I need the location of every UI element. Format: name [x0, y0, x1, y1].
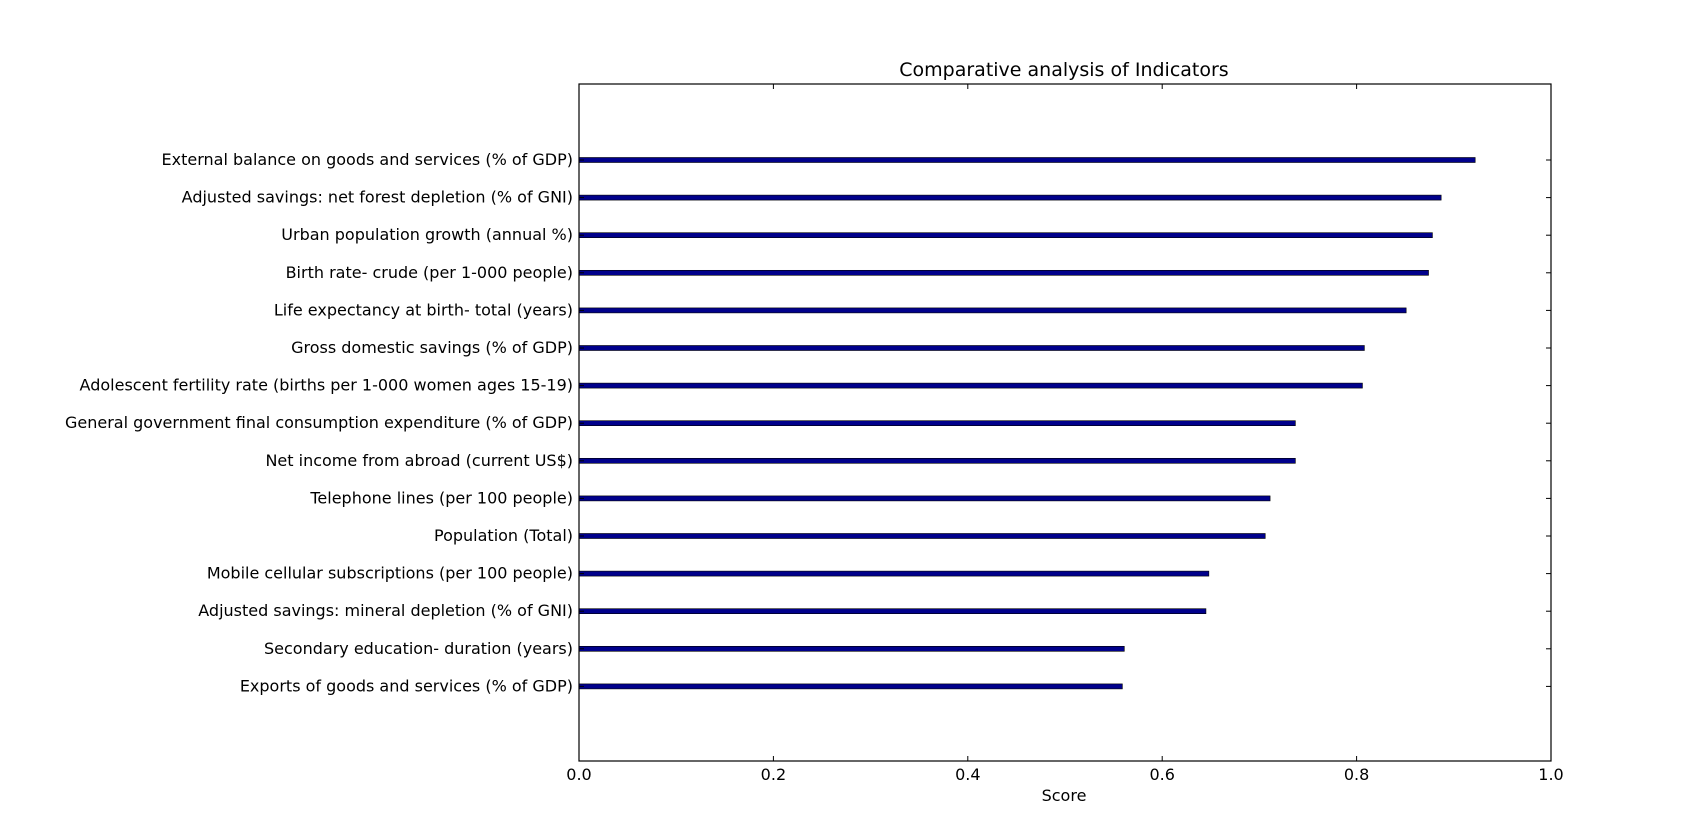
- y-tick-label: Mobile cellular subscriptions (per 100 p…: [207, 564, 573, 583]
- x-tick-label: 0.4: [955, 765, 980, 784]
- y-tick-label: Secondary education- duration (years): [264, 639, 573, 658]
- bar-6: [578, 345, 1365, 351]
- x-tick-label: 0.0: [566, 765, 591, 784]
- bar-10: [578, 495, 1271, 502]
- x-tick-label: 0.2: [761, 765, 786, 784]
- y-tick-label: Population (Total): [434, 526, 573, 545]
- y-tick-label: Urban population growth (annual %): [281, 225, 573, 244]
- bars-group: [578, 157, 1476, 690]
- chart-title: Comparative analysis of Indicators: [899, 59, 1228, 81]
- bar-5: [578, 307, 1407, 314]
- bar-8: [578, 420, 1296, 427]
- y-axis: External balance on goods and services (…: [65, 150, 1551, 695]
- y-tick-label: Life expectancy at birth- total (years): [274, 300, 573, 319]
- bar-7: [578, 382, 1363, 389]
- y-tick-label: Adjusted savings: mineral depletion (% o…: [198, 601, 573, 620]
- y-tick-label: External balance on goods and services (…: [162, 150, 573, 169]
- plot-frame: [578, 83, 1552, 762]
- y-tick-label: Telephone lines (per 100 people): [309, 488, 573, 507]
- bar-9: [578, 457, 1296, 464]
- bar-4: [578, 269, 1429, 276]
- y-tick-label: General government final consumption exp…: [65, 413, 573, 432]
- bar-12: [578, 570, 1210, 577]
- y-tick-label: Exports of goods and services (% of GDP): [240, 676, 573, 695]
- x-axis-label: Score: [1042, 786, 1087, 805]
- y-tick-label: Net income from abroad (current US$): [265, 451, 573, 470]
- x-tick-label: 0.8: [1344, 765, 1369, 784]
- y-tick-label: Gross domestic savings (% of GDP): [291, 338, 573, 357]
- y-tick-label: Adjusted savings: net forest depletion (…: [182, 188, 573, 207]
- y-tick-label: Adolescent fertility rate (births per 1-…: [80, 376, 573, 395]
- bar-14: [578, 645, 1125, 652]
- bar-13: [578, 608, 1207, 615]
- bar-11: [578, 533, 1266, 539]
- y-tick-label: Birth rate- crude (per 1-000 people): [286, 263, 573, 282]
- bar-2: [578, 194, 1442, 201]
- bar-3: [578, 232, 1433, 238]
- bar-15: [578, 683, 1123, 690]
- x-axis: 0.0 0.2 0.4 0.6 0.8 1.0: [566, 84, 1564, 784]
- x-tick-label: 1.0: [1538, 765, 1563, 784]
- bar-1: [578, 157, 1476, 163]
- x-tick-label: 0.6: [1149, 765, 1174, 784]
